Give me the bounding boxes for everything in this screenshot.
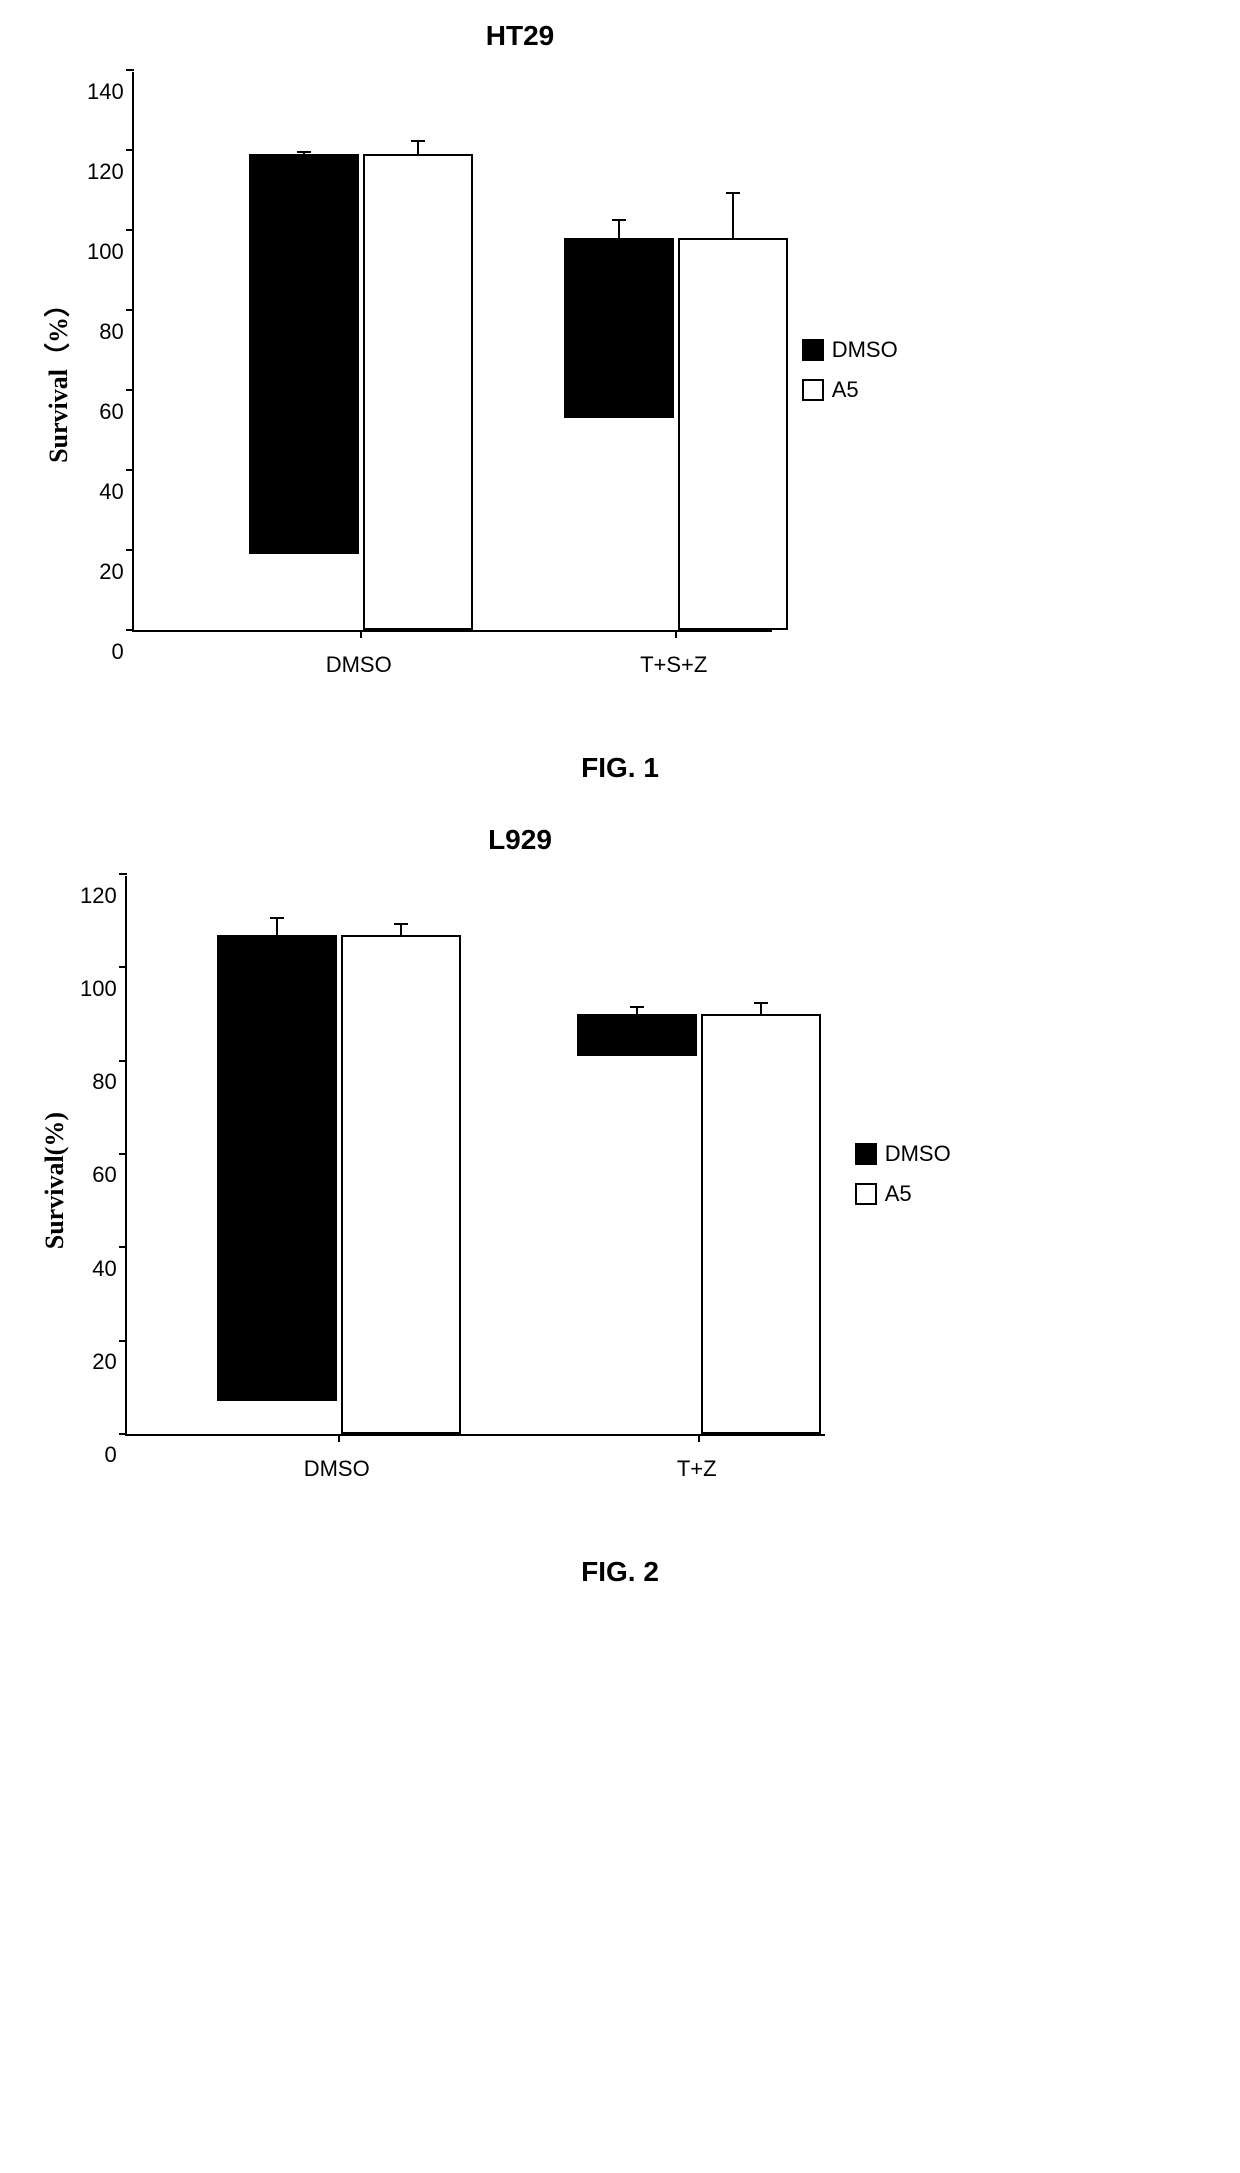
y-tick-mark xyxy=(126,549,134,551)
y-tick-label: 0 xyxy=(80,1444,117,1466)
y-tick-label: 80 xyxy=(80,1071,117,1093)
error-bar xyxy=(618,219,620,239)
y-tick-mark xyxy=(119,1060,127,1062)
figure-caption: FIG. 2 xyxy=(40,1556,1200,1588)
y-tick-label: 20 xyxy=(80,1351,117,1373)
plot-area-wrap: DMSO T+Z xyxy=(125,876,825,1486)
legend-swatch xyxy=(802,379,824,401)
y-axis-label: Survival(%) xyxy=(40,1112,70,1249)
x-tick-label: DMSO xyxy=(304,1456,370,1482)
y-tick-label: 100 xyxy=(87,241,124,263)
x-tick-label: T+S+Z xyxy=(640,652,707,678)
y-tick-mark xyxy=(119,1340,127,1342)
chart-row: Survival（%） 0 20 40 60 80 100 120 140 DMSO T+S+Z… xyxy=(40,72,1200,682)
figure-caption: FIG. 1 xyxy=(40,752,1200,784)
legend-label: DMSO xyxy=(832,337,898,363)
figure-1: HT29 Survival（%） 020406080100120140 DMSO… xyxy=(40,20,1200,784)
y-axis-ticks: 0 20 40 60 80 100 120 xyxy=(80,885,125,1467)
plot-area xyxy=(132,72,772,632)
bar xyxy=(701,1014,821,1434)
x-axis-labels: DMSO T+Z xyxy=(125,1456,825,1486)
y-tick-label: 40 xyxy=(80,1258,117,1280)
y-tick-mark xyxy=(126,469,134,471)
y-tick-label: 0 xyxy=(87,641,124,663)
bar xyxy=(249,154,359,554)
legend-swatch xyxy=(855,1143,877,1165)
x-axis-labels: DMSO T+S+Z xyxy=(132,652,772,682)
legend-item: DMSO xyxy=(855,1141,951,1167)
y-tick-label: 100 xyxy=(80,978,117,1000)
bar xyxy=(363,154,473,630)
error-bar xyxy=(400,923,402,937)
error-bar xyxy=(636,1006,638,1015)
bar xyxy=(217,935,337,1402)
error-bar xyxy=(732,192,734,240)
error-bar xyxy=(276,917,278,936)
y-tick-label: 80 xyxy=(87,321,124,343)
y-tick-mark xyxy=(119,873,127,875)
y-tick-label: 120 xyxy=(80,885,117,907)
bar xyxy=(678,238,788,630)
bar-group xyxy=(249,154,473,630)
y-tick-label: 120 xyxy=(87,161,124,183)
y-tick-mark xyxy=(126,309,134,311)
legend-swatch xyxy=(855,1183,877,1205)
legend-swatch xyxy=(802,339,824,361)
x-tick-mark xyxy=(360,630,362,638)
x-tick-mark xyxy=(338,1434,340,1442)
plot-area xyxy=(125,876,825,1436)
x-tick-label: DMSO xyxy=(326,652,392,678)
legend: DMSO A5 xyxy=(855,1141,951,1221)
x-tick-label: T+Z xyxy=(677,1456,717,1482)
error-bar xyxy=(417,140,419,156)
y-tick-mark xyxy=(126,229,134,231)
error-bar xyxy=(760,1002,762,1016)
chart-title: HT29 xyxy=(0,20,1200,52)
y-tick-label: 60 xyxy=(87,401,124,423)
legend-label: DMSO xyxy=(885,1141,951,1167)
y-tick-mark xyxy=(126,389,134,391)
bar-group xyxy=(564,238,788,630)
y-axis-ticks: 0 20 40 60 80 100 120 140 xyxy=(87,81,132,663)
legend-item: DMSO xyxy=(802,337,898,363)
bar-group xyxy=(577,1014,821,1434)
y-axis-label: Survival（%） xyxy=(40,291,77,463)
y-tick-label: 140 xyxy=(87,81,124,103)
y-tick-mark xyxy=(119,1433,127,1435)
page: HT29 Survival（%） 0 20 40 60 80 100 120 140 DMSO… xyxy=(0,0,1240,1648)
x-tick-mark xyxy=(698,1434,700,1442)
bar xyxy=(341,935,461,1434)
y-tick-mark xyxy=(119,1246,127,1248)
chart-title: L929 xyxy=(0,824,1200,856)
plot-area-wrap: DMSO T+S+Z xyxy=(132,72,772,682)
legend: DMSO A5 xyxy=(802,337,898,417)
y-tick-label: 60 xyxy=(80,1164,117,1186)
y-tick-mark xyxy=(119,966,127,968)
legend-item: A5 xyxy=(855,1181,951,1207)
legend-label: A5 xyxy=(832,377,859,403)
error-bar xyxy=(303,151,305,155)
y-tick-mark xyxy=(119,1153,127,1155)
y-tick-mark xyxy=(126,629,134,631)
y-tick-label: 40 xyxy=(87,481,124,503)
bar-group xyxy=(217,935,461,1434)
bar xyxy=(564,238,674,418)
y-tick-mark xyxy=(126,149,134,151)
bar xyxy=(577,1014,697,1056)
y-tick-mark xyxy=(126,69,134,71)
y-tick-label: 20 xyxy=(87,561,124,583)
legend-item: A5 xyxy=(802,377,898,403)
legend-label: A5 xyxy=(885,1181,912,1207)
chart-row: Survival(%) 0 20 40 60 80 100 120 DMSO T+Z DMSO… xyxy=(40,876,1200,1486)
figure-2: L929 Survival(%) 020406080100120 DMSOT+Z… xyxy=(40,824,1200,1588)
x-tick-mark xyxy=(675,630,677,638)
